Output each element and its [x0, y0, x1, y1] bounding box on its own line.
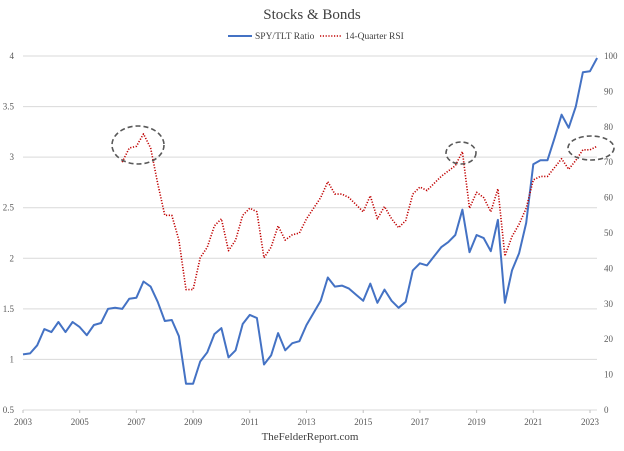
chart-title: Stocks & Bonds — [263, 7, 361, 23]
y-right-tick-label: 100 — [604, 51, 618, 61]
y-left-tick-label: 3 — [10, 152, 15, 162]
highlight-ellipse — [111, 125, 165, 165]
footer-source: TheFelderReport.com — [262, 431, 359, 443]
highlight-ellipse — [567, 135, 615, 161]
y-right-tick-label: 0 — [604, 405, 609, 415]
y-left-tick-label: 4 — [10, 51, 15, 61]
y-left-tick-label: 0.5 — [3, 405, 15, 415]
x-tick-label: 2013 — [298, 417, 317, 427]
y-right-tick-label: 30 — [604, 299, 614, 309]
y-right-tick-label: 40 — [604, 263, 614, 273]
y-left-tick-label: 1.5 — [3, 304, 15, 314]
x-tick-label: 2007 — [127, 417, 146, 427]
x-tick-label: 2019 — [468, 417, 487, 427]
y-right-tick-label: 10 — [604, 370, 614, 380]
legend-label-spy-tlt: SPY/TLT Ratio — [255, 32, 315, 42]
annotations — [111, 125, 615, 165]
series-line-spy-tlt-ratio — [22, 57, 598, 385]
x-tick-label: 2015 — [354, 417, 373, 427]
x-tick-label: 2023 — [581, 417, 600, 427]
y-right-tick-label: 60 — [604, 193, 614, 203]
y-right-tick-label: 20 — [604, 334, 614, 344]
y-right-tick-label: 50 — [604, 228, 614, 238]
y-left-tick-label: 2 — [10, 253, 15, 263]
right-axis: 0 10 20 30 40 50 60 70 80 90 100 — [604, 51, 618, 415]
y-right-tick-label: 80 — [604, 122, 614, 132]
legend-label-rsi: 14-Quarter RSI — [345, 32, 404, 42]
y-right-tick-label: 90 — [604, 86, 614, 96]
left-axis: 0.5 1 1.5 2 2.5 3 3.5 4 — [3, 51, 15, 415]
series-line-rsi — [121, 133, 598, 291]
highlight-ellipse — [445, 141, 477, 165]
y-right-tick-label: 70 — [604, 157, 614, 167]
x-axis: 2003 2005 2007 2009 2011 2013 2015 2017 2019 2021… — [14, 410, 600, 427]
y-left-tick-label: 2.5 — [3, 203, 15, 213]
y-left-tick-label: 3.5 — [3, 102, 15, 112]
x-tick-label: 2011 — [241, 417, 259, 427]
x-tick-label: 2017 — [411, 417, 430, 427]
x-tick-label: 2003 — [14, 417, 33, 427]
series-group — [22, 57, 598, 385]
y-left-tick-label: 1 — [10, 354, 15, 364]
gridlines — [23, 55, 597, 411]
x-tick-label: 2021 — [524, 417, 542, 427]
x-tick-label: 2009 — [184, 417, 203, 427]
x-tick-label: 2005 — [71, 417, 90, 427]
legend: SPY/TLT Ratio 14-Quarter RSI — [228, 32, 404, 42]
